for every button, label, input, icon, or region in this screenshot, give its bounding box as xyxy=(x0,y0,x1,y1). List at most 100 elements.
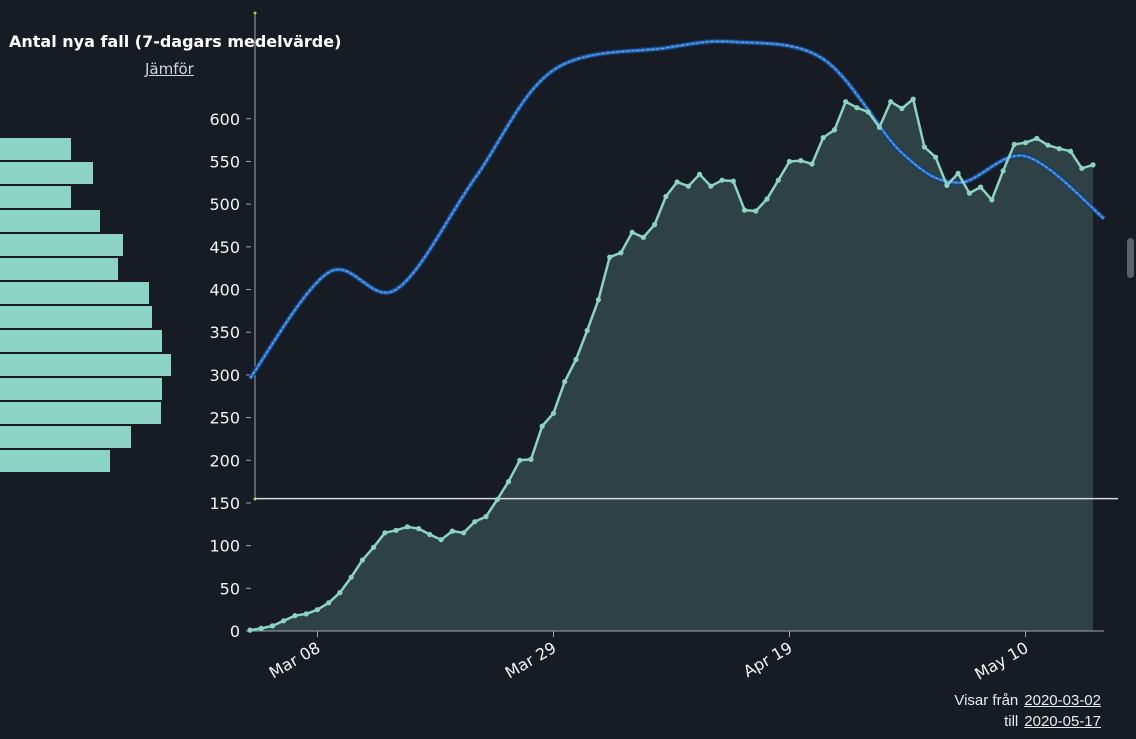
data-point xyxy=(876,124,883,130)
x-tick-label: Apr 19 xyxy=(740,638,796,681)
data-point xyxy=(640,234,647,240)
x-tick-label: Mar 29 xyxy=(502,638,560,682)
histogram-bar xyxy=(0,258,118,280)
y-tick-label: 250 xyxy=(209,409,240,428)
data-point xyxy=(1034,135,1040,141)
y-tick-label: 550 xyxy=(209,152,240,171)
data-point xyxy=(618,250,624,256)
range-from-date[interactable]: 2020-03-02 xyxy=(1024,692,1101,709)
data-point xyxy=(416,526,422,532)
data-point xyxy=(494,496,500,503)
y-tick-label: 150 xyxy=(209,494,240,513)
data-point xyxy=(798,158,804,164)
data-point xyxy=(719,177,725,183)
data-point xyxy=(1000,168,1006,174)
data-point xyxy=(607,254,613,260)
series-line xyxy=(249,97,1094,632)
histogram-bar xyxy=(0,330,162,352)
data-point xyxy=(674,179,680,185)
data-point xyxy=(359,557,365,563)
data-point xyxy=(944,182,950,188)
scrollbar-thumb[interactable] xyxy=(1127,238,1134,278)
data-point xyxy=(258,625,264,632)
histogram-bar xyxy=(0,282,149,304)
data-point xyxy=(517,457,523,463)
data-point xyxy=(697,171,703,177)
data-point xyxy=(888,99,894,105)
data-point xyxy=(449,528,455,534)
data-point xyxy=(269,623,276,629)
histogram-bar xyxy=(0,354,171,376)
data-point xyxy=(382,530,388,536)
data-point xyxy=(865,109,871,115)
data-point xyxy=(955,170,961,176)
scrollbar[interactable] xyxy=(1124,0,1136,739)
data-point xyxy=(786,158,793,165)
data-point xyxy=(708,183,714,189)
data-point xyxy=(1090,162,1096,168)
data-point xyxy=(843,99,849,105)
compare-link[interactable]: Jämför xyxy=(145,60,194,78)
data-point xyxy=(281,618,287,624)
data-point xyxy=(247,627,253,633)
histogram-bar xyxy=(0,450,110,472)
data-point xyxy=(393,527,399,533)
x-tick-label: May 10 xyxy=(971,638,1031,684)
data-point xyxy=(899,105,905,112)
data-point xyxy=(348,574,354,580)
range-from-label: Visar från xyxy=(954,692,1019,709)
x-tick-label: Mar 08 xyxy=(266,638,324,682)
data-point xyxy=(303,611,309,617)
data-point xyxy=(663,193,669,200)
data-point xyxy=(438,537,444,543)
histogram-bar xyxy=(0,234,123,256)
data-point xyxy=(685,183,692,189)
data-point xyxy=(326,600,332,606)
histogram-bar xyxy=(0,210,100,232)
series-path xyxy=(249,97,1094,632)
data-point xyxy=(472,519,478,525)
data-point xyxy=(831,127,838,133)
y-tick-label: 600 xyxy=(209,110,240,129)
data-point xyxy=(483,514,489,520)
histogram-bar xyxy=(0,426,131,448)
data-point xyxy=(1067,148,1074,154)
data-point xyxy=(921,144,928,150)
range-to-date[interactable]: 2020-05-17 xyxy=(1024,713,1101,730)
data-point xyxy=(314,607,320,613)
data-point xyxy=(528,456,534,462)
data-point xyxy=(809,161,815,167)
data-point xyxy=(427,531,433,538)
data-point xyxy=(562,379,568,385)
chart-title: Antal nya fall (7-dagars medelvärde) xyxy=(9,32,342,51)
data-point xyxy=(764,196,770,202)
data-point xyxy=(933,154,939,160)
axis-marker xyxy=(253,11,257,15)
data-point xyxy=(550,410,557,416)
data-point xyxy=(820,135,826,141)
data-point xyxy=(742,207,748,213)
y-tick-label: 200 xyxy=(209,451,240,470)
data-point xyxy=(775,177,781,183)
data-point xyxy=(1011,141,1017,147)
data-point xyxy=(652,222,658,228)
range-to-label: till xyxy=(1004,713,1019,730)
y-tick-label: 450 xyxy=(209,238,240,257)
data-point xyxy=(584,327,590,334)
y-tick-label: 350 xyxy=(209,323,240,342)
data-point xyxy=(854,105,860,111)
histogram-bar xyxy=(0,402,161,424)
data-point xyxy=(371,544,377,550)
y-tick-label: 50 xyxy=(220,579,240,598)
histogram-bar xyxy=(0,186,71,208)
histogram-bar xyxy=(0,138,71,160)
y-tick-label: 500 xyxy=(209,195,240,214)
data-point xyxy=(753,208,759,214)
data-point xyxy=(461,530,467,536)
trend-curve xyxy=(247,38,1106,380)
data-point xyxy=(629,229,635,235)
histogram-bar xyxy=(0,306,152,328)
data-point xyxy=(978,184,984,190)
